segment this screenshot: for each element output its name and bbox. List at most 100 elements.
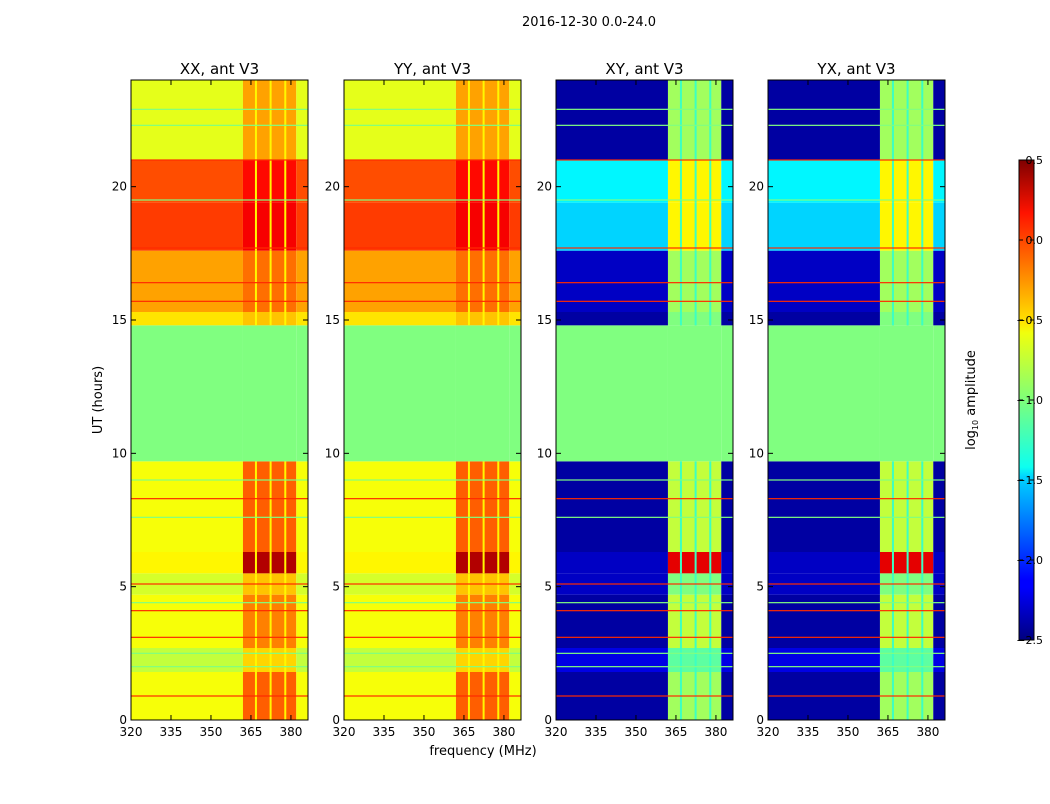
heatmap-cell (455, 461, 510, 552)
heatmap-cell (242, 648, 297, 672)
heatmap-cell (455, 552, 510, 574)
heatmap-cell (131, 648, 243, 672)
channel-gap (921, 594, 924, 648)
channel-gap (254, 594, 257, 648)
heatmap-cell (344, 648, 456, 672)
heatmap-cell (509, 202, 521, 251)
channel-gap (284, 552, 287, 574)
heatmap-cell (455, 80, 510, 160)
flag-line (131, 159, 308, 161)
heatmap-cell (768, 202, 880, 251)
channel-gap (709, 250, 712, 312)
channel-gap (467, 250, 470, 312)
heatmap-cell (344, 312, 456, 326)
colorbar-tick-label: −2.0 (1016, 554, 1043, 567)
heatmap-cell (768, 160, 880, 203)
y-tick-label: 10 (749, 446, 764, 460)
channel-gap (254, 312, 257, 326)
flag-line (768, 124, 945, 126)
heatmap-cell (455, 312, 510, 326)
flag-line (768, 516, 945, 518)
heatmap-cell (933, 160, 945, 203)
flag-line (768, 666, 945, 668)
flag-line (131, 695, 308, 697)
channel-gap (694, 461, 697, 552)
heatmap-cell (768, 594, 880, 648)
channel-gap (921, 312, 924, 326)
flag-line (556, 300, 733, 302)
heatmap-cell (721, 312, 733, 326)
channel-gap (891, 202, 894, 251)
y-tick-label: 15 (112, 313, 127, 327)
channel-gap (694, 648, 697, 672)
heatmap-cell (131, 312, 243, 326)
y-tick-label: 0 (544, 713, 552, 727)
channel-gap (679, 461, 682, 552)
plot-frame (130, 79, 309, 721)
channel-gap (284, 80, 287, 160)
flag-line (556, 247, 733, 249)
flag-line (768, 610, 945, 612)
flag-line (131, 516, 308, 518)
channel-gap (709, 202, 712, 251)
heatmap-cell (933, 325, 945, 462)
channel-gap (269, 461, 272, 552)
flag-line (131, 602, 308, 604)
heatmap-cell (768, 552, 880, 574)
heatmap-cell (344, 325, 456, 462)
heatmap-cell (242, 461, 297, 552)
flag-line (131, 124, 308, 126)
heatmap-cell (556, 250, 668, 312)
channel-gap (906, 160, 909, 203)
channel-gap (482, 312, 485, 326)
heatmap-cell (933, 594, 945, 648)
channel-gap (467, 648, 470, 672)
channel-gap (906, 552, 909, 574)
heatmap-cell (721, 594, 733, 648)
channel-gap (921, 648, 924, 672)
flag-line (131, 247, 308, 249)
heatmap-cell (721, 325, 733, 462)
x-tick-label: 350 (200, 725, 223, 739)
channel-gap (254, 461, 257, 552)
x-tick-label: 335 (797, 725, 820, 739)
flag-line (768, 602, 945, 604)
panel-xy: XY, ant V3 320 335 350 365 380 0 5 10 15 20 (537, 60, 734, 739)
channel-gap (921, 160, 924, 203)
flag-line (768, 636, 945, 638)
channel-gap (891, 552, 894, 574)
heatmap-cell (509, 461, 521, 552)
heatmap-cell (296, 80, 308, 160)
flag-line (131, 652, 308, 654)
flag-line (556, 479, 733, 481)
flag-line (344, 602, 521, 604)
channel-gap (269, 552, 272, 574)
flag-line (768, 159, 945, 161)
heatmap-cell (556, 312, 668, 326)
heatmap-cell (242, 325, 297, 462)
channel-gap (482, 160, 485, 203)
flag-line (556, 124, 733, 126)
heatmap-cell (344, 80, 456, 160)
y-tick-label: 5 (332, 580, 340, 594)
y-axis-label: UT (hours) (91, 366, 106, 434)
heatmap-cell (509, 594, 521, 648)
flag-line (556, 666, 733, 668)
x-tick-label: 380 (704, 725, 727, 739)
heatmap-cell (296, 648, 308, 672)
flag-line (344, 124, 521, 126)
flag-line (344, 666, 521, 668)
flag-line (344, 695, 521, 697)
channel-gap (482, 594, 485, 648)
flag-line (556, 583, 733, 585)
channel-gap (497, 461, 500, 552)
flag-line (768, 583, 945, 585)
channel-gap (891, 594, 894, 648)
heatmap-cell (242, 202, 297, 251)
channel-gap (497, 250, 500, 312)
flag-line (131, 666, 308, 668)
heatmap-cell (455, 202, 510, 251)
heatmap-cell (296, 552, 308, 574)
channel-gap (921, 202, 924, 251)
